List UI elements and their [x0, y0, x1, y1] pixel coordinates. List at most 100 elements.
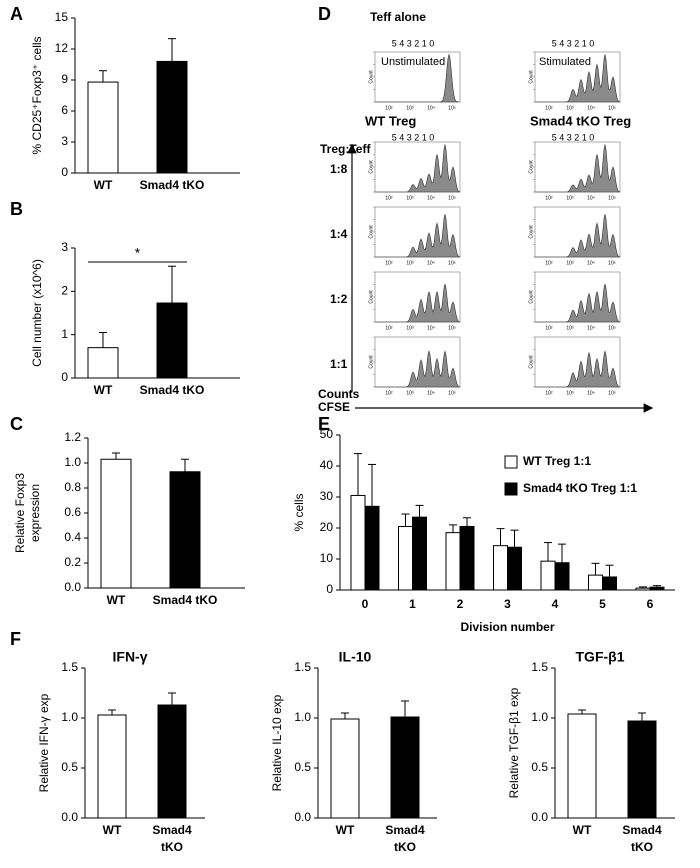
- x-tick-label: Smad4 tKO: [153, 593, 218, 607]
- y-tick-label: 20: [320, 520, 334, 534]
- x-tick-label: 10⁴: [427, 195, 435, 201]
- histogram: [535, 350, 621, 388]
- x-tick-label: 10⁴: [427, 390, 435, 396]
- legend-swatch: [504, 482, 518, 496]
- y-tick-label: 3: [61, 134, 68, 148]
- x-tick-label: 3: [504, 597, 511, 611]
- y-tick-label: 1.5: [61, 660, 78, 674]
- bar: [156, 302, 188, 379]
- x-tick-label: Smad4 tKO: [140, 383, 205, 397]
- x-tick-label: 10²: [545, 390, 553, 396]
- x-tick-label: 10⁴: [587, 325, 595, 331]
- x-tick-label: 10²: [545, 260, 553, 266]
- y-tick-label: 50: [320, 427, 334, 441]
- bar: [87, 347, 119, 379]
- bar: [459, 525, 475, 591]
- y-axis-label: % CD25⁺Foxp3⁺ cells: [30, 36, 44, 154]
- bar: [540, 560, 556, 591]
- y-tick-label: 0.0: [64, 580, 81, 594]
- y-tick-label: 30: [320, 489, 334, 503]
- ratio-label: 1:4: [330, 227, 348, 241]
- bar: [627, 720, 657, 819]
- x-tick-label: Smad4: [622, 823, 662, 837]
- y-tick-label: 0.4: [64, 530, 81, 544]
- x-tick-label: 4: [552, 597, 559, 611]
- count-label: Count: [528, 355, 534, 369]
- x-tick-label: Smad4 tKO: [140, 178, 205, 192]
- x-tick-label: 10³: [406, 260, 414, 266]
- y-tick-label: 2: [61, 284, 68, 298]
- legend-label: WT Treg 1:1: [523, 454, 591, 468]
- x-tick-label: 2: [457, 597, 464, 611]
- bar: [635, 587, 651, 591]
- x-tick-label: 10³: [566, 390, 574, 396]
- y-tick-label: 0: [61, 370, 68, 384]
- bar: [156, 60, 188, 174]
- chart-title: IFN-γ: [113, 649, 148, 665]
- x-tick-label: WT: [103, 823, 122, 837]
- bar: [169, 471, 201, 589]
- y-tick-label: 1.0: [64, 455, 81, 469]
- division-labels: 5 4 3 2 1 0: [552, 38, 595, 48]
- column-label: WT Treg: [365, 113, 416, 128]
- histogram: [375, 53, 460, 103]
- x-tick-label: 10⁴: [427, 105, 435, 111]
- histogram: [375, 144, 461, 193]
- y-tick-label: 0: [326, 582, 333, 596]
- histogram: [535, 283, 621, 323]
- x-tick-label: 10⁵: [448, 105, 456, 111]
- x-tick-label: tKO: [631, 840, 653, 854]
- x-tick-label: 10²: [385, 390, 393, 396]
- x-tick-label: 10⁵: [448, 260, 456, 266]
- count-label: Count: [368, 160, 374, 174]
- y-tick-label: 0.0: [531, 810, 548, 824]
- histogram: [375, 349, 461, 388]
- bar: [554, 562, 570, 591]
- y-tick-label: 1.0: [531, 710, 548, 724]
- x-tick-label: 5: [599, 597, 606, 611]
- x-tick-label: 10⁵: [608, 105, 616, 111]
- x-tick-label: WT: [573, 823, 592, 837]
- bar: [493, 545, 508, 591]
- x-tick-label: 10²: [385, 195, 393, 201]
- x-axis-label: CFSE: [318, 400, 350, 414]
- x-tick-label: 10⁵: [608, 325, 616, 331]
- x-tick-label: 10³: [566, 195, 574, 201]
- x-axis-label: Division number: [460, 620, 554, 634]
- y-tick-label: 0.2: [64, 555, 81, 569]
- legend-label: Smad4 tKO Treg 1:1: [523, 481, 637, 495]
- bar: [445, 532, 461, 591]
- x-tick-label: WT: [94, 178, 113, 192]
- x-tick-label: 10²: [385, 260, 393, 266]
- condition-label: Unstimulated: [381, 56, 445, 68]
- y-axis-label: Relative TGF-β1 exp: [507, 687, 521, 798]
- bar: [390, 716, 420, 819]
- count-label: Count: [368, 290, 374, 304]
- panel-label: F: [10, 629, 21, 649]
- histogram: [375, 214, 461, 258]
- y-tick-label: 0.0: [294, 810, 311, 824]
- y-tick-label: 1.5: [294, 660, 311, 674]
- y-tick-label: 0.8: [64, 480, 81, 494]
- condition-label: Stimulated: [539, 56, 591, 68]
- y-tick-label: 0.5: [61, 760, 78, 774]
- ratio-title: Treg:Teff: [320, 142, 371, 156]
- x-tick-label: tKO: [394, 840, 416, 854]
- column-label: Smad4 tKO Treg: [530, 113, 631, 128]
- x-tick-label: 10²: [385, 105, 393, 111]
- panel-label: E: [318, 414, 330, 434]
- x-tick-label: 10²: [385, 325, 393, 331]
- bar: [97, 714, 127, 819]
- x-tick-label: 10²: [545, 195, 553, 201]
- y-axis-label: Relative IFN-γ exp: [37, 693, 51, 792]
- bar: [588, 574, 603, 591]
- histogram: [535, 214, 621, 258]
- bar: [330, 718, 360, 819]
- ratio-label: 1:2: [330, 292, 348, 306]
- y-tick-label: 0.5: [294, 760, 311, 774]
- y-axis-label: % cells: [292, 493, 306, 531]
- x-tick-label: 10⁴: [587, 390, 595, 396]
- y-tick-label: 1.5: [531, 660, 548, 674]
- x-tick-label: 1: [409, 597, 416, 611]
